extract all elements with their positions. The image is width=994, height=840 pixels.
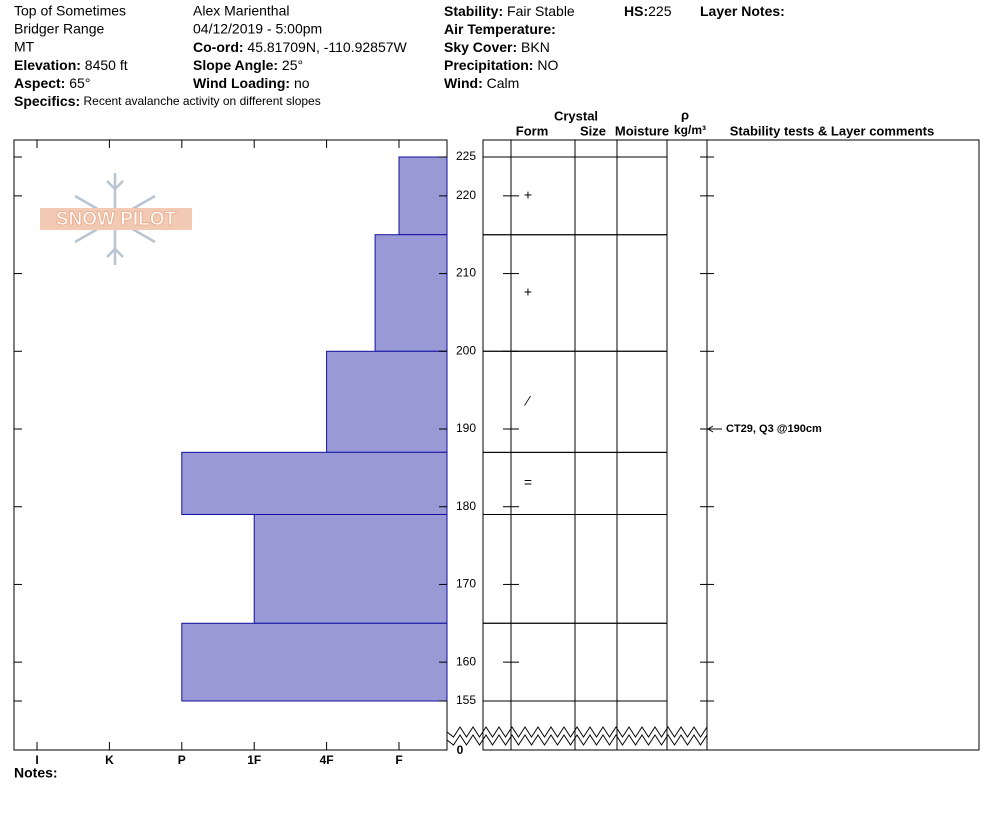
header-field: Wind: Calm: [444, 75, 519, 91]
field-value: 65°: [65, 75, 90, 91]
arrow-head: [707, 425, 714, 433]
field-label: Wind:: [444, 75, 483, 91]
height-label: 170: [456, 577, 476, 591]
field-value: no: [290, 75, 310, 91]
field-label: Sky Cover:: [444, 39, 517, 55]
header-field: Slope Angle: 25°: [193, 57, 303, 73]
hardness-bar: [181, 622, 448, 702]
header-field: Aspect: 65°: [14, 75, 90, 91]
axis-break: [446, 726, 708, 738]
height-label: 180: [456, 499, 476, 513]
field-label: Slope Angle:: [193, 57, 278, 73]
field-label: Specifics:: [14, 93, 80, 109]
height-label: 190: [456, 421, 476, 435]
header-field: Wind Loading: no: [193, 75, 310, 91]
field-label: HS:: [624, 3, 648, 19]
header-line: Bridger Range: [14, 21, 104, 37]
field-label: Wind Loading:: [193, 75, 290, 91]
field-label: Stability:: [444, 3, 503, 19]
header-field: Precipitation: NO: [444, 57, 558, 73]
field-value: Fair Stable: [503, 3, 575, 19]
field-value: 225: [648, 3, 672, 19]
field-value: 25°: [278, 57, 303, 73]
test-comment: CT29, Q3 @190cm: [726, 423, 822, 435]
hardness-label: I: [35, 753, 38, 767]
hardness-label: 1F: [247, 753, 261, 767]
hardness-bar: [253, 513, 448, 624]
field-label: Layer Notes:: [700, 3, 785, 19]
header-field: Layer Notes:: [700, 3, 785, 19]
header-moisture: Moisture: [615, 123, 669, 138]
field-label: Aspect:: [14, 75, 65, 91]
field-value: Calm: [483, 75, 520, 91]
hardness-bar: [374, 234, 448, 352]
field-value: 45.81709N, -110.92857W: [244, 39, 408, 55]
header-size: Size: [580, 123, 606, 138]
hardness-bar: [326, 350, 448, 453]
height-label: 160: [456, 654, 476, 668]
header-field: Sky Cover: BKN: [444, 39, 550, 55]
header-crystal: Crystal: [554, 108, 598, 123]
header-field: Co-ord: 45.81709N, -110.92857W: [193, 39, 408, 55]
field-value: Recent avalanche activity on different s…: [80, 94, 321, 108]
header-rho: ρ: [681, 107, 689, 122]
field-label: Air Temperature:: [444, 21, 556, 37]
header-field: Specifics: Recent avalanche activity on …: [14, 93, 321, 109]
crystal-form: +: [524, 284, 532, 300]
crystal-form: ⁄: [524, 393, 532, 409]
hardness-label: P: [178, 753, 186, 767]
height-label: 200: [456, 343, 476, 357]
hardness-bar: [181, 451, 448, 515]
header-field: HS:225: [624, 3, 672, 19]
height-label: 155: [456, 693, 476, 707]
logo-band: [40, 208, 192, 230]
field-label: Precipitation:: [444, 57, 533, 73]
header-field: Elevation: 8450 ft: [14, 57, 128, 73]
hardness-label: F: [395, 753, 402, 767]
hardness-label: 4F: [320, 753, 334, 767]
notes-label: Notes:: [14, 765, 58, 781]
header-line: Alex Marienthal: [193, 3, 290, 19]
field-label: Elevation:: [14, 57, 81, 73]
header-field: Air Temperature:: [444, 21, 556, 37]
header-comments: Stability tests & Layer comments: [730, 123, 934, 138]
header-density: kg/m³: [674, 123, 706, 137]
header-form: Form: [516, 123, 549, 138]
height-label: 220: [456, 188, 476, 202]
crystal-form: +: [524, 187, 532, 203]
logo-text: SNOW PILOT: [56, 209, 177, 230]
axis-break: [446, 734, 708, 746]
height-label: 225: [456, 149, 476, 163]
field-value: 8450 ft: [81, 57, 128, 73]
header-line: 04/12/2019 - 5:00pm: [193, 21, 322, 37]
hardness-label: K: [105, 753, 114, 767]
header-line: Top of Sometimes: [14, 3, 126, 19]
height-label: 210: [456, 266, 476, 280]
field-value: NO: [533, 57, 558, 73]
header-field: Stability: Fair Stable: [444, 3, 575, 19]
crystal-form: =: [524, 474, 532, 490]
field-value: BKN: [517, 39, 550, 55]
field-label: Co-ord:: [193, 39, 244, 55]
header-line: MT: [14, 39, 35, 55]
height-label: 0: [457, 743, 464, 757]
table-frame: [482, 139, 980, 751]
